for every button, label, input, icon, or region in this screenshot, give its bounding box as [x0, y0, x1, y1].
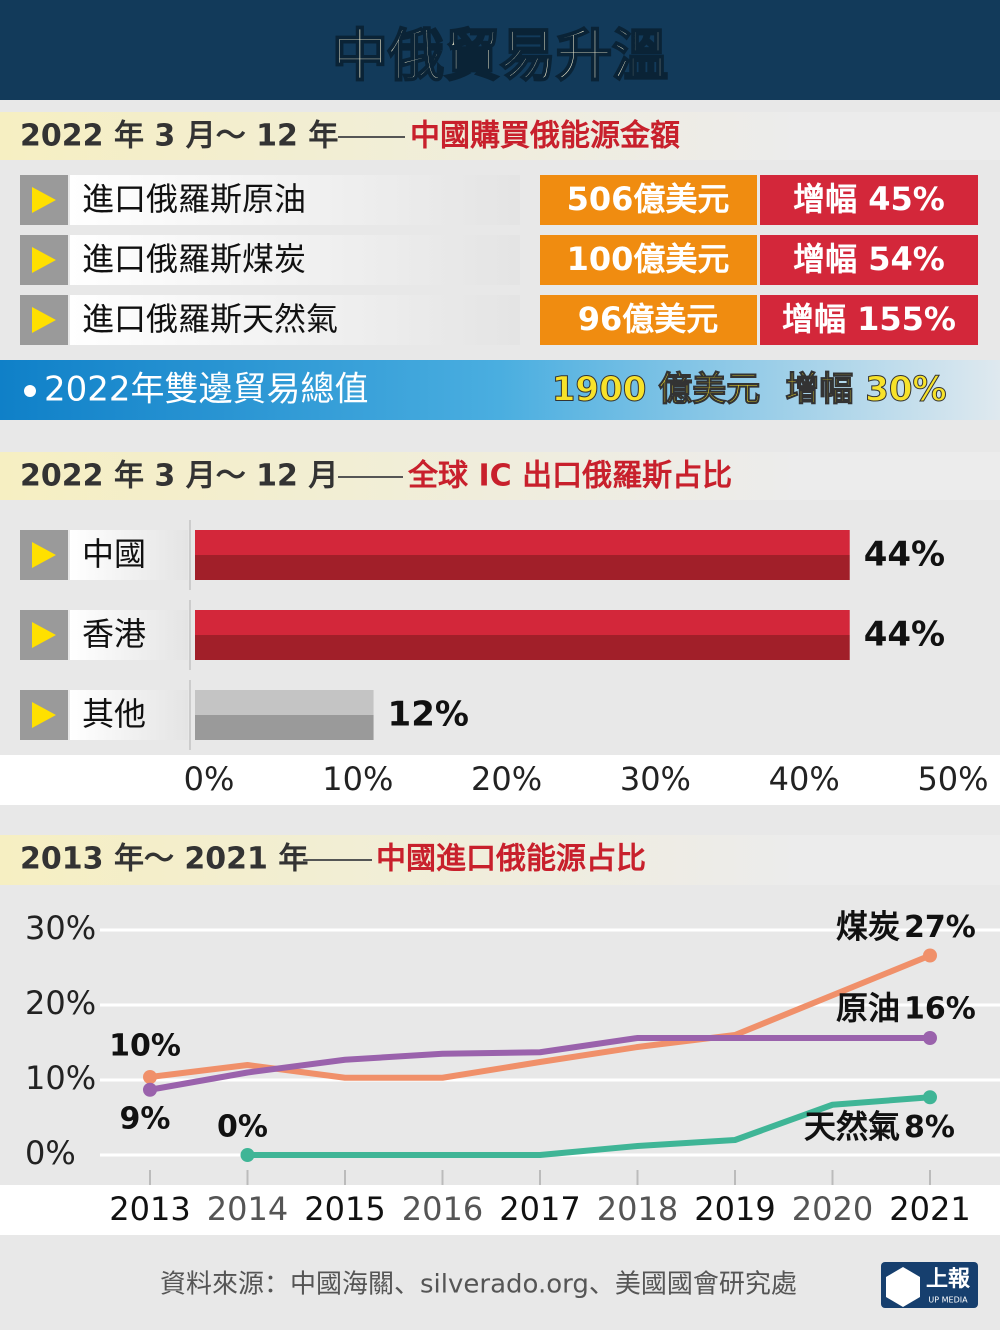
chart-subtitle: 全球 IC 出口俄羅斯占比	[407, 459, 732, 494]
amount-box	[540, 235, 757, 285]
legend-label: 原油	[836, 989, 900, 1027]
chart-title: 2013 年～ 2021 年	[20, 842, 308, 877]
x-tick-label: 30%	[620, 760, 691, 798]
x-tick-label: 2019	[694, 1190, 775, 1228]
amount: 96億美元	[578, 300, 719, 338]
amount: 506億美元	[567, 180, 730, 218]
row-label: 進口俄羅斯原油	[82, 180, 306, 218]
amount: 100億美元	[567, 240, 730, 278]
total-growth: 增幅 30%	[785, 370, 946, 410]
bar	[195, 530, 850, 580]
x-tick-label: 0%	[184, 760, 235, 798]
x-tick-label: 2016	[402, 1190, 483, 1228]
x-tick-label: 2013	[109, 1190, 190, 1228]
growth: 增幅 54%	[793, 240, 945, 278]
legend-label: 煤炭	[836, 908, 900, 946]
row-label-box	[70, 175, 520, 225]
x-tick-label: 2020	[792, 1190, 873, 1228]
logo-icon	[886, 1267, 920, 1307]
bar	[195, 690, 374, 740]
value-label: 10%	[109, 1029, 181, 1064]
amount-box	[540, 295, 757, 345]
marker-arrow	[32, 542, 56, 568]
marker-arrow	[32, 307, 56, 333]
value-label: 27%	[904, 910, 976, 945]
category-box	[70, 610, 188, 660]
x-tick-label: 20%	[471, 760, 542, 798]
bar	[195, 610, 850, 660]
value-label: 12%	[388, 695, 469, 735]
logo: 上報	[926, 1266, 971, 1292]
x-tick-label: 2014	[207, 1190, 288, 1228]
y-tick-label: 20%	[25, 984, 96, 1022]
x-tick-label: 50%	[917, 760, 988, 798]
point	[143, 1070, 157, 1084]
logo-sub: UP MEDIA	[928, 1296, 968, 1305]
x-tick-label: 2017	[499, 1190, 580, 1228]
section-band	[0, 112, 1000, 160]
category-label: 香港	[82, 615, 146, 653]
main-title: 中俄貿易升溫	[332, 24, 668, 89]
point	[923, 1031, 937, 1045]
row-label: 進口俄羅斯天然氣	[82, 300, 338, 338]
x-tick-label: 10%	[322, 760, 393, 798]
x-tick-label: 2018	[597, 1190, 678, 1228]
row-label-box	[70, 295, 520, 345]
growth-box	[760, 235, 978, 285]
axis-band	[0, 1185, 1000, 1235]
header-band	[0, 0, 1000, 100]
chart-title: 2022 年 3 月～ 12 月	[20, 459, 338, 494]
chart-subtitle: 中國進口俄能源占比	[376, 842, 646, 877]
total-label: 2022年雙邊貿易總值	[44, 370, 369, 410]
growth-box	[760, 295, 978, 345]
category-box	[70, 690, 188, 740]
section-subject: 中國購買俄能源金額	[410, 119, 680, 154]
growth: 增幅 155%	[782, 300, 956, 338]
point	[143, 1082, 157, 1097]
value-label: 8%	[904, 1110, 955, 1145]
source: 資料來源：中國海關、silverado.org、美國國會研究處	[160, 1270, 797, 1300]
value-label: 44%	[864, 535, 945, 575]
point	[240, 1148, 255, 1162]
section-band	[0, 452, 1000, 500]
legend-label: 天然氣	[804, 1107, 900, 1145]
point	[923, 1090, 937, 1105]
axis-band	[0, 755, 1000, 805]
section-band	[0, 835, 1000, 885]
section-period: 2022 年 3 月～ 12 年	[20, 119, 338, 154]
growth-box	[760, 175, 978, 225]
x-tick-label: 40%	[769, 760, 840, 798]
marker-arrow	[32, 622, 56, 648]
marker-arrow	[32, 702, 56, 728]
category-label: 中國	[82, 535, 146, 573]
x-tick-label: 2015	[304, 1190, 385, 1228]
category-label: 其他	[82, 695, 146, 733]
y-tick-label: 10%	[25, 1059, 96, 1097]
row-label: 進口俄羅斯煤炭	[82, 240, 306, 278]
line	[149, 1035, 930, 1093]
category-box	[70, 530, 188, 580]
y-tick-label: 0%	[25, 1134, 76, 1172]
amount-box	[540, 175, 757, 225]
point	[923, 948, 937, 963]
line	[247, 1094, 931, 1158]
y-tick-label: 30%	[25, 909, 96, 947]
value-label: 0%	[217, 1110, 268, 1145]
total-amount: 1900 億美元	[552, 370, 760, 410]
total-band	[0, 360, 1000, 420]
marker-arrow	[32, 187, 56, 213]
row-label-box	[70, 235, 520, 285]
value-label: 16%	[904, 992, 976, 1027]
bullet	[24, 385, 36, 397]
value-label: 9%	[120, 1101, 171, 1136]
marker-arrow	[32, 247, 56, 273]
value-label: 44%	[864, 615, 945, 655]
growth: 增幅 45%	[793, 180, 945, 218]
x-tick-label: 2021	[889, 1190, 970, 1228]
